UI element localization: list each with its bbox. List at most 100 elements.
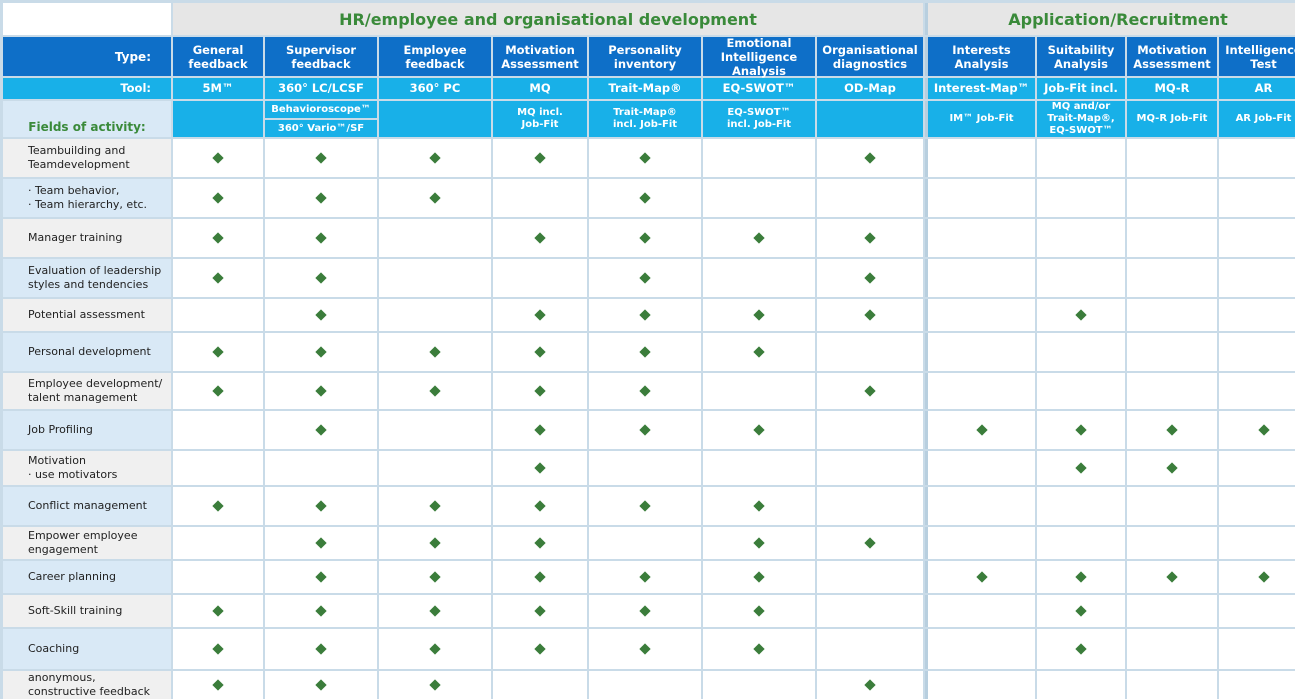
diamond-icon (975, 571, 988, 583)
table-cell (173, 299, 263, 331)
table-cell (493, 527, 587, 559)
table-cell (1037, 333, 1125, 371)
tool-header-1: 5M™ (173, 78, 263, 99)
table-cell (703, 373, 815, 409)
diamond-icon (212, 232, 224, 244)
sub-tool-8: IM™ Job-Fit (925, 101, 1035, 137)
diamond-icon (212, 346, 224, 358)
diamond-icon (864, 232, 876, 244)
table-cell (703, 527, 815, 559)
diamond-icon (212, 152, 224, 164)
sub-tool-1 (173, 101, 263, 137)
table-cell (1219, 299, 1295, 331)
diamond-icon (429, 500, 441, 512)
table-cell (265, 179, 377, 217)
table-cell (493, 595, 587, 627)
type-header-11: Intelligence Test (1219, 37, 1295, 76)
table-cell (493, 259, 587, 297)
tool-header-11: AR (1219, 78, 1295, 99)
table-cell (925, 451, 1035, 485)
diamond-icon (753, 605, 765, 617)
table-cell (379, 411, 491, 449)
table-cell (589, 629, 701, 669)
type-header-1: General feedback (173, 37, 263, 76)
table-cell (589, 411, 701, 449)
sub-tool-7 (817, 101, 923, 137)
table-cell (1127, 487, 1217, 525)
table-cell (379, 219, 491, 257)
table-cell (925, 179, 1035, 217)
diamond-icon (212, 272, 224, 284)
diamond-icon (1257, 571, 1270, 583)
table-cell (1127, 671, 1217, 699)
table-cell (589, 139, 701, 177)
table-cell (817, 373, 923, 409)
table-cell (817, 451, 923, 485)
table-cell (1219, 595, 1295, 627)
table-cell (379, 595, 491, 627)
table-cell (1219, 527, 1295, 559)
table-cell (703, 219, 815, 257)
row-label: · Team behavior, · Team hierarchy, etc. (3, 179, 171, 217)
table-cell (1037, 259, 1125, 297)
diamond-icon (212, 643, 224, 655)
table-cell (925, 527, 1035, 559)
table-cell (493, 139, 587, 177)
diamond-icon (429, 385, 441, 397)
diamond-icon (1075, 571, 1087, 583)
type-header-6: Emotional Intelligence Analysis (703, 36, 815, 78)
table-cell (173, 411, 263, 449)
table-cell (493, 411, 587, 449)
table-cell (379, 299, 491, 331)
table-cell (925, 373, 1035, 409)
table-cell (589, 179, 701, 217)
diamond-icon (315, 605, 327, 617)
table-cell (1127, 561, 1217, 593)
table-cell (925, 333, 1035, 371)
table-cell (703, 451, 815, 485)
diamond-icon (429, 537, 441, 549)
group-header-hr: HR/employee and organisational developme… (173, 3, 923, 35)
row-label: Empower employee engagement (3, 527, 171, 559)
table-cell (1127, 139, 1217, 177)
table-cell (1037, 487, 1125, 525)
table-cell (1037, 527, 1125, 559)
type-label: Type: (3, 37, 171, 76)
table-cell (1037, 561, 1125, 593)
table-cell (1127, 299, 1217, 331)
diamond-icon (1075, 643, 1087, 655)
diamond-icon (315, 232, 327, 244)
table-cell (1127, 411, 1217, 449)
table-cell (1037, 139, 1125, 177)
table-cell (493, 373, 587, 409)
diamond-icon (753, 232, 765, 244)
diamond-icon (315, 346, 327, 358)
diamond-icon (1075, 424, 1087, 436)
table-cell (1127, 373, 1217, 409)
table-cell (817, 629, 923, 669)
diamond-icon (534, 152, 546, 164)
table-cell (589, 487, 701, 525)
diamond-icon (315, 272, 327, 284)
table-cell (173, 561, 263, 593)
table-cell (1219, 629, 1295, 669)
table-cell (265, 629, 377, 669)
table-cell (925, 411, 1035, 449)
row-label: anonymous, constructive feedback (3, 671, 171, 699)
tool-header-10: MQ-R (1127, 78, 1217, 99)
table-cell (379, 451, 491, 485)
diamond-icon (429, 679, 441, 691)
table-cell (817, 259, 923, 297)
table-cell (173, 139, 263, 177)
table-cell (1127, 527, 1217, 559)
table-cell (703, 139, 815, 177)
diamond-icon (639, 571, 651, 583)
table-cell (1219, 219, 1295, 257)
diamond-icon (315, 500, 327, 512)
diamond-icon (212, 679, 224, 691)
type-header-8: Interests Analysis (925, 37, 1035, 76)
diamond-icon (534, 537, 546, 549)
diamond-icon (864, 385, 876, 397)
diamond-icon (534, 232, 546, 244)
